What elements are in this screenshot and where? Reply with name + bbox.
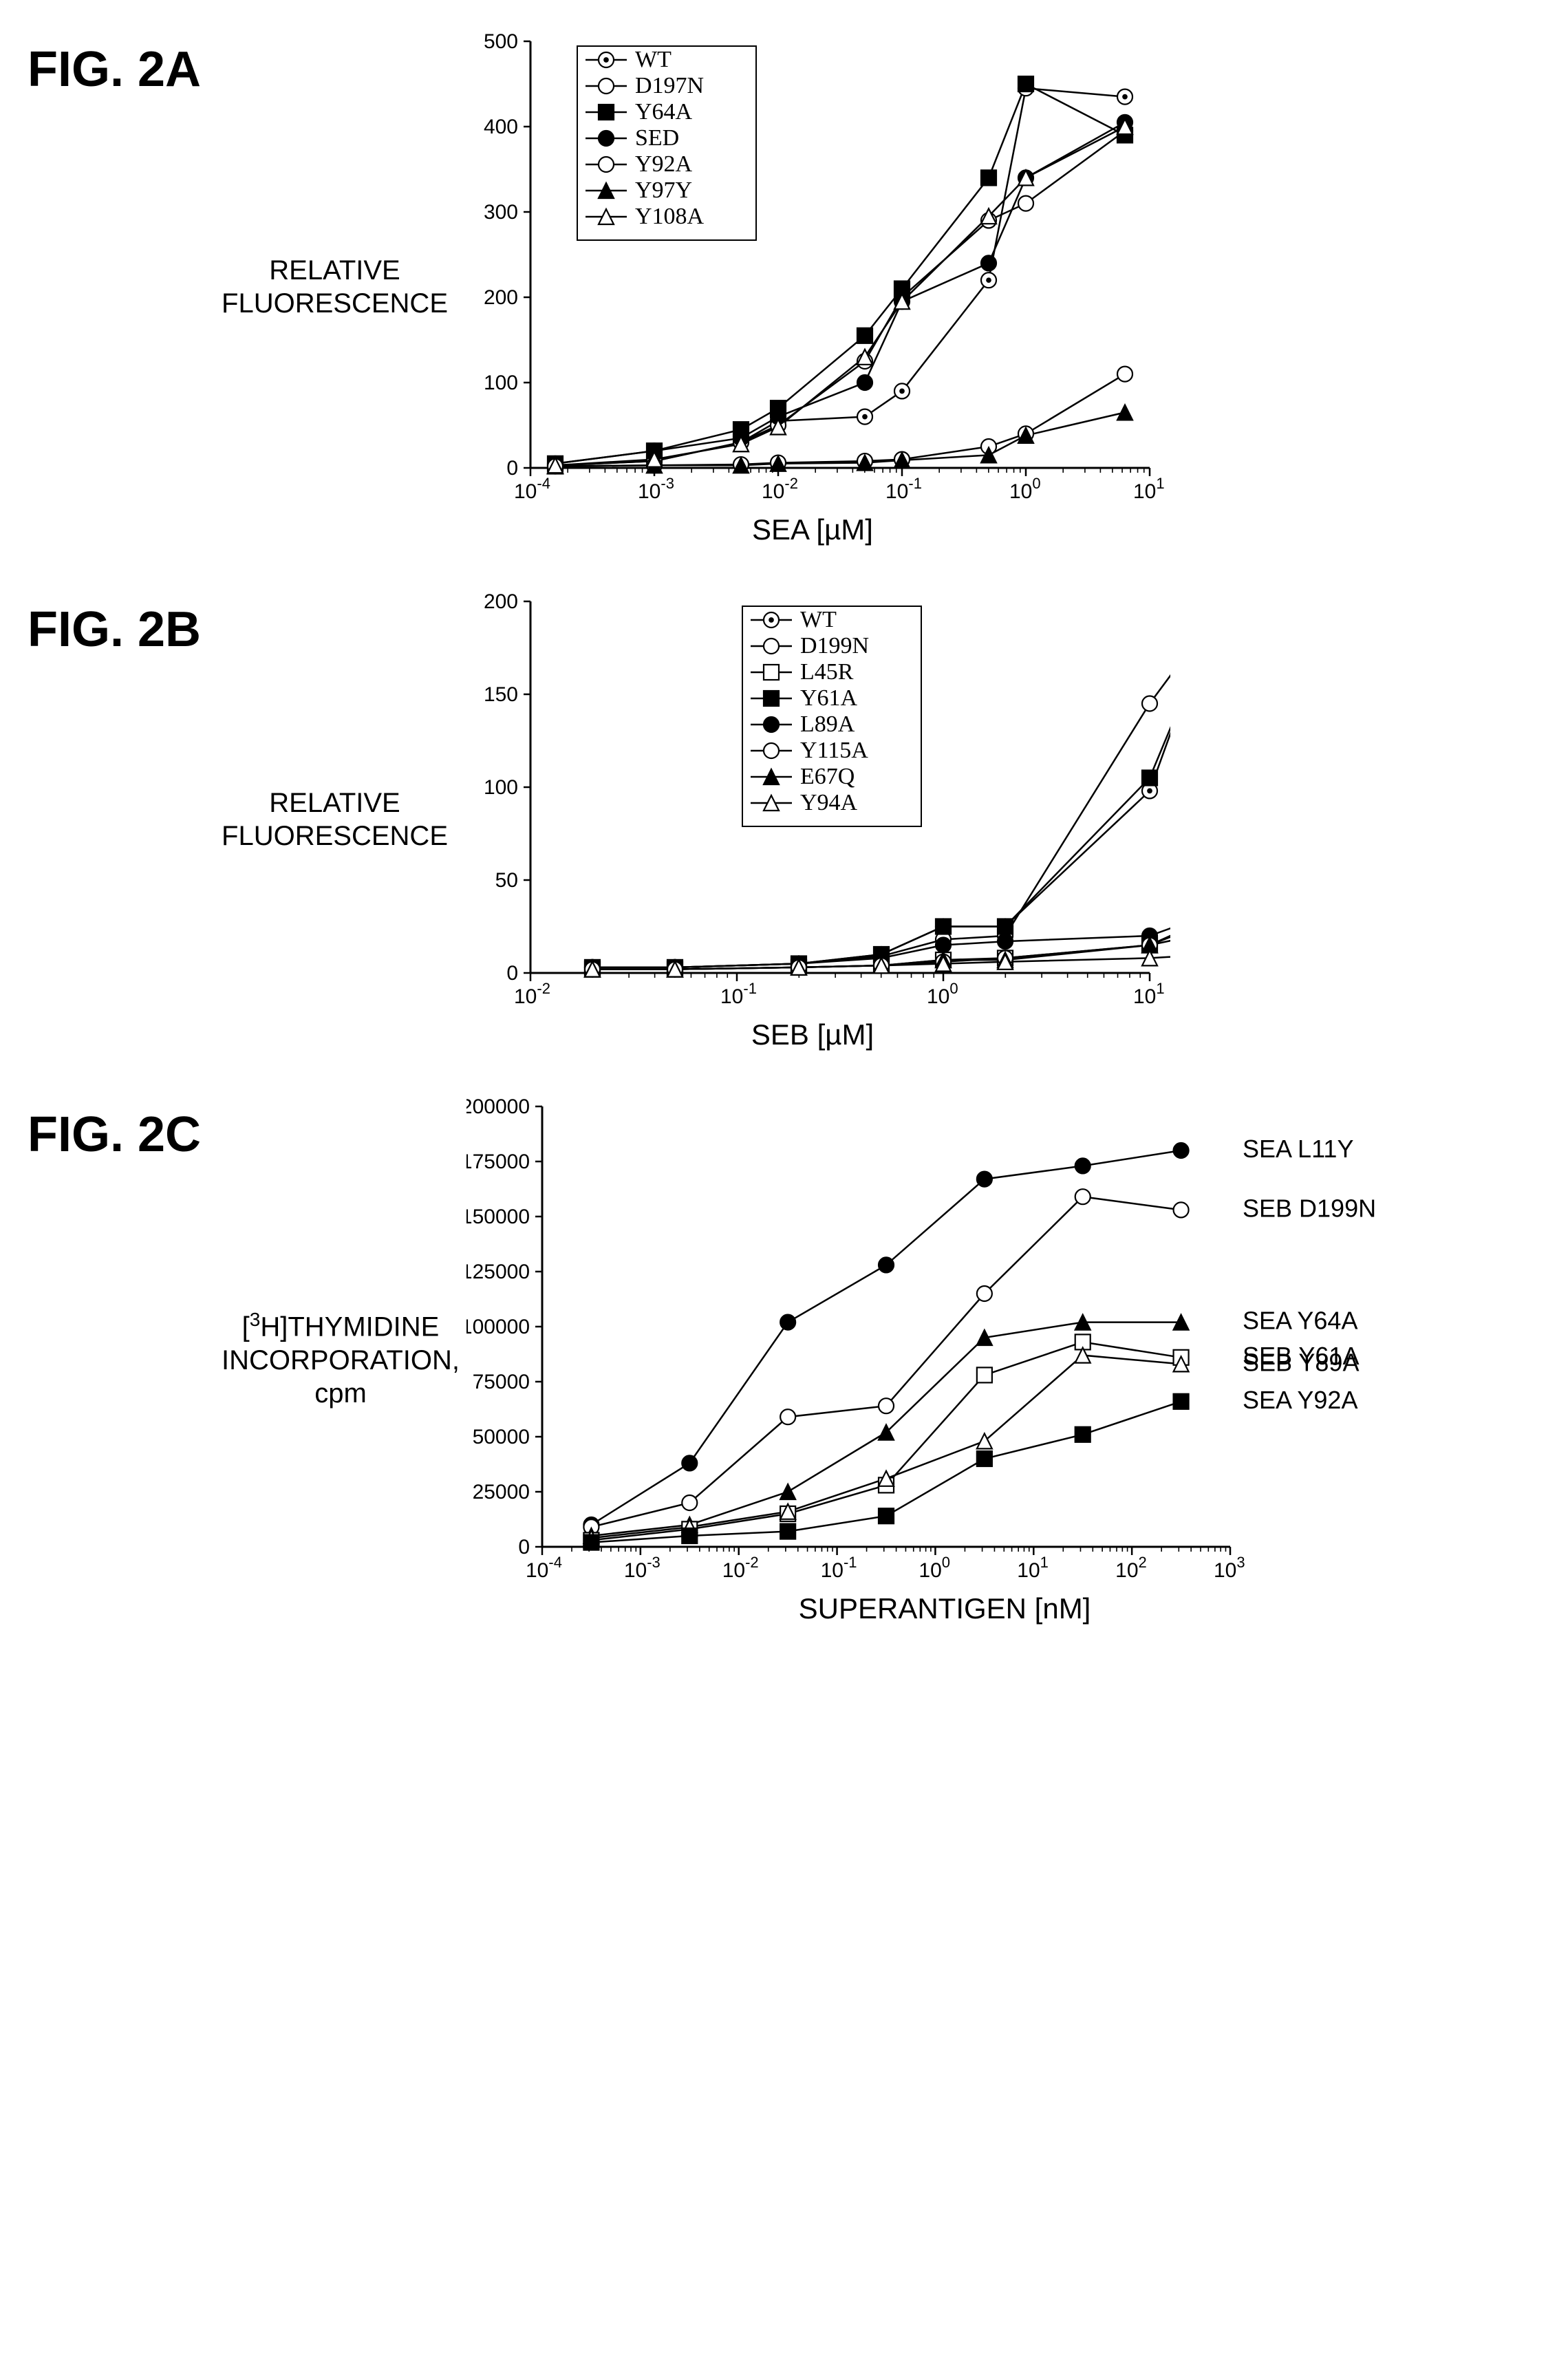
svg-text:101: 101: [1133, 475, 1165, 503]
series-right-label: SEA L11Y: [1243, 1135, 1353, 1163]
ylabel-line: INCORPORATION,: [222, 1344, 460, 1377]
fig-2b-xlabel: SEB [µM]: [751, 1018, 874, 1051]
svg-text:300: 300: [484, 201, 518, 224]
series-right-label: SEA Y64A: [1243, 1307, 1357, 1335]
svg-text:25000: 25000: [473, 1481, 530, 1503]
fig-2c-chart-block: 0 25000 50000 75000 100000 125000 150000 175000…: [466, 1093, 1423, 1625]
svg-text:500: 500: [484, 30, 518, 53]
series-right-label: SEB Y89A: [1243, 1348, 1359, 1376]
svg-text:10-4: 10-4: [526, 1554, 562, 1582]
svg-text:10-1: 10-1: [821, 1554, 857, 1582]
svg-text:10-2: 10-2: [514, 980, 550, 1008]
svg-text:200: 200: [484, 286, 518, 309]
svg-text:10-2: 10-2: [722, 1554, 759, 1582]
fig-2b-chart-wrap: RELATIVEFLUORESCENCE 0 50 100 150 200 10-2 10-…: [222, 588, 1170, 1051]
svg-text:400: 400: [484, 116, 518, 138]
legend-item: Y97Y: [635, 178, 692, 203]
svg-text:10-2: 10-2: [762, 475, 798, 503]
svg-text:200: 200: [484, 590, 518, 613]
ylabel-line: FLUORESCENCE: [222, 287, 448, 320]
fig-2a-chart-wrap: RELATIVEFLUORESCENCE 0 100 200 300 400 500 10-…: [222, 28, 1170, 546]
fig-2c-ylabel: [3H]THYMIDINEINCORPORATION,cpm: [222, 1111, 460, 1607]
fig-2c-chart-wrap: [3H]THYMIDINEINCORPORATION,cpm 0 25000 500…: [222, 1093, 1423, 1625]
fig-2a-label: FIG. 2A: [28, 28, 201, 98]
fig-2a-chart: 0 100 200 300 400 500 10-4 10-3 10-2 10-1 100 101 WT…: [455, 28, 1170, 509]
figure-container: FIG. 2A RELATIVEFLUORESCENCE 01002003004…: [28, 28, 1266, 1625]
figure-2a-row: FIG. 2A RELATIVEFLUORESCENCE 0 100 200 300 4…: [28, 28, 1266, 546]
svg-text:0: 0: [506, 962, 518, 985]
legend-item: SED: [635, 125, 679, 151]
fig-2b-label: FIG. 2B: [28, 588, 201, 658]
svg-text:50: 50: [495, 869, 518, 892]
legend-item: E67Q: [800, 764, 855, 789]
svg-text:0: 0: [518, 1536, 530, 1559]
svg-text:102: 102: [1115, 1554, 1147, 1582]
legend-item: Y108A: [635, 204, 705, 229]
ylabel-line: RELATIVE: [269, 254, 400, 287]
svg-text:100: 100: [1009, 475, 1041, 503]
ylabel-line: cpm: [314, 1377, 367, 1410]
legend-item: Y92A: [635, 151, 693, 177]
legend-item: Y94A: [800, 790, 858, 815]
series-right-label: SEB D199N: [1243, 1194, 1376, 1222]
svg-text:125000: 125000: [466, 1261, 530, 1283]
fig-2a-xlabel: SEA [µM]: [752, 513, 873, 546]
svg-text:10-3: 10-3: [638, 475, 674, 503]
svg-text:100000: 100000: [466, 1316, 530, 1338]
fig-2a-ylabel: RELATIVEFLUORESCENCE: [222, 46, 448, 528]
figure-2b-row: FIG. 2B RELATIVEFLUORESCENCE 0 50 100 150 20…: [28, 588, 1266, 1051]
svg-text:10-3: 10-3: [624, 1554, 661, 1582]
svg-text:101: 101: [1133, 980, 1165, 1008]
legend-item: WT: [635, 47, 672, 72]
figure-2c-row: FIG. 2C [3H]THYMIDINEINCORPORATION,cpm 0…: [28, 1093, 1266, 1625]
ylabel-line: [3H]THYMIDINE: [242, 1308, 440, 1343]
svg-text:175000: 175000: [466, 1150, 530, 1173]
legend-item: L45R: [800, 659, 854, 685]
fig-2c-chart: 0 25000 50000 75000 100000 125000 150000 175000…: [466, 1093, 1423, 1588]
svg-text:200000: 200000: [466, 1095, 530, 1118]
svg-text:150: 150: [484, 683, 518, 706]
fig-2c-xlabel: SUPERANTIGEN [nM]: [799, 1592, 1091, 1625]
svg-text:100: 100: [919, 1554, 950, 1582]
svg-text:10-1: 10-1: [720, 980, 757, 1008]
ylabel-line: RELATIVE: [269, 786, 400, 820]
svg-text:100: 100: [484, 776, 518, 799]
legend-item: Y61A: [800, 685, 858, 711]
fig-2c-label: FIG. 2C: [28, 1093, 201, 1163]
ylabel-line: FLUORESCENCE: [222, 820, 448, 853]
legend-item: D199N: [800, 633, 869, 658]
legend-item: WT: [800, 607, 837, 632]
series-right-label: SEA Y92A: [1243, 1386, 1357, 1414]
svg-text:0: 0: [506, 457, 518, 480]
legend-item: Y64A: [635, 99, 693, 125]
svg-text:100: 100: [484, 372, 518, 394]
legend-item: L89A: [800, 711, 855, 737]
svg-text:10-1: 10-1: [885, 475, 922, 503]
svg-text:10-4: 10-4: [514, 475, 550, 503]
svg-text:101: 101: [1017, 1554, 1049, 1582]
svg-text:150000: 150000: [466, 1206, 530, 1228]
svg-text:100: 100: [927, 980, 958, 1008]
fig-2b-chart: 0 50 100 150 200 10-2 10-1 100 101 WTD199NL45RY61…: [455, 588, 1170, 1014]
svg-text:75000: 75000: [473, 1371, 530, 1393]
fig-2b-ylabel: RELATIVEFLUORESCENCE: [222, 606, 448, 1033]
fig-2a-chart-block: 0 100 200 300 400 500 10-4 10-3 10-2 10-1 100 101 WT…: [455, 28, 1170, 546]
fig-2b-chart-block: 0 50 100 150 200 10-2 10-1 100 101 WTD199NL45RY61…: [455, 588, 1170, 1051]
svg-text:50000: 50000: [473, 1426, 530, 1448]
svg-text:103: 103: [1214, 1554, 1245, 1582]
legend-item: D197N: [635, 73, 704, 98]
legend-item: Y115A: [800, 738, 868, 763]
